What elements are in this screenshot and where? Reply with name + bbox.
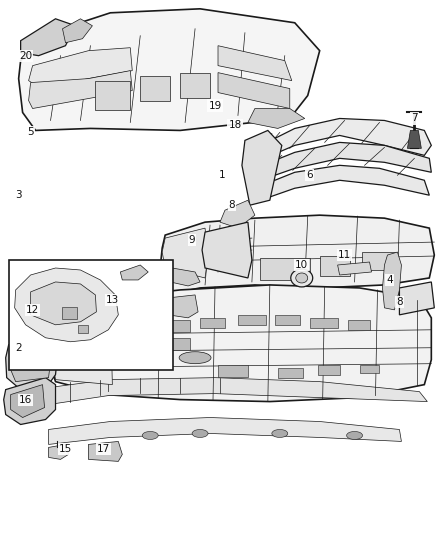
Text: 13: 13: [106, 295, 119, 305]
Polygon shape: [49, 378, 427, 405]
Text: 18: 18: [228, 120, 242, 131]
Ellipse shape: [296, 273, 308, 283]
Polygon shape: [49, 445, 68, 459]
Polygon shape: [399, 282, 434, 315]
Text: 8: 8: [229, 200, 235, 210]
Polygon shape: [318, 365, 339, 375]
Ellipse shape: [291, 269, 313, 287]
Polygon shape: [218, 46, 292, 80]
Polygon shape: [338, 262, 371, 275]
Polygon shape: [14, 268, 118, 342]
Polygon shape: [170, 268, 200, 286]
Polygon shape: [28, 47, 132, 88]
Text: 15: 15: [59, 445, 72, 455]
Polygon shape: [407, 131, 421, 148]
Text: 17: 17: [97, 445, 110, 455]
Ellipse shape: [192, 430, 208, 438]
Polygon shape: [49, 300, 95, 332]
Polygon shape: [63, 307, 78, 319]
Polygon shape: [360, 365, 379, 373]
Polygon shape: [31, 282, 96, 325]
Polygon shape: [120, 340, 148, 352]
Ellipse shape: [346, 432, 363, 439]
Bar: [9, 260, 173, 370]
Polygon shape: [242, 131, 282, 205]
Polygon shape: [11, 385, 45, 417]
Polygon shape: [50, 300, 112, 385]
Text: 6: 6: [307, 170, 313, 180]
Text: 9: 9: [189, 235, 195, 245]
Polygon shape: [320, 256, 350, 276]
Polygon shape: [160, 320, 190, 332]
Polygon shape: [160, 215, 434, 295]
Text: 4: 4: [386, 275, 393, 285]
Polygon shape: [21, 19, 75, 55]
Polygon shape: [255, 118, 431, 163]
Text: 8: 8: [396, 297, 403, 307]
Polygon shape: [248, 109, 305, 128]
Polygon shape: [63, 19, 92, 43]
Polygon shape: [310, 318, 338, 328]
Polygon shape: [19, 9, 320, 131]
Polygon shape: [180, 72, 210, 98]
Ellipse shape: [142, 432, 158, 439]
Polygon shape: [218, 365, 248, 377]
Polygon shape: [160, 338, 190, 350]
Text: 20: 20: [19, 51, 32, 61]
Polygon shape: [168, 295, 198, 318]
Polygon shape: [361, 252, 396, 270]
Polygon shape: [95, 80, 130, 110]
Polygon shape: [220, 200, 255, 228]
Polygon shape: [120, 322, 148, 334]
Polygon shape: [140, 76, 170, 101]
Text: 10: 10: [295, 260, 308, 270]
Polygon shape: [218, 72, 290, 109]
Polygon shape: [200, 318, 225, 328]
Text: 7: 7: [411, 114, 418, 124]
Polygon shape: [49, 417, 401, 445]
Polygon shape: [382, 252, 401, 310]
Ellipse shape: [179, 352, 211, 364]
Polygon shape: [255, 142, 431, 182]
Polygon shape: [162, 228, 208, 278]
Polygon shape: [4, 378, 56, 424]
Polygon shape: [348, 320, 370, 330]
Text: 16: 16: [19, 394, 32, 405]
Polygon shape: [255, 165, 429, 202]
Text: 3: 3: [15, 190, 22, 200]
Polygon shape: [78, 325, 88, 333]
Polygon shape: [6, 330, 59, 390]
Polygon shape: [275, 315, 300, 325]
Polygon shape: [88, 441, 122, 462]
Polygon shape: [238, 315, 266, 325]
Polygon shape: [11, 340, 50, 382]
Polygon shape: [260, 258, 310, 280]
Ellipse shape: [272, 430, 288, 438]
Polygon shape: [28, 71, 132, 109]
Polygon shape: [202, 222, 252, 278]
Text: 12: 12: [26, 305, 39, 315]
Text: 19: 19: [208, 101, 222, 110]
Text: 1: 1: [219, 170, 225, 180]
Polygon shape: [278, 368, 303, 378]
Text: 11: 11: [338, 250, 351, 260]
Polygon shape: [49, 285, 431, 401]
Text: 5: 5: [27, 127, 34, 138]
Polygon shape: [120, 265, 148, 280]
Text: 2: 2: [15, 343, 22, 353]
